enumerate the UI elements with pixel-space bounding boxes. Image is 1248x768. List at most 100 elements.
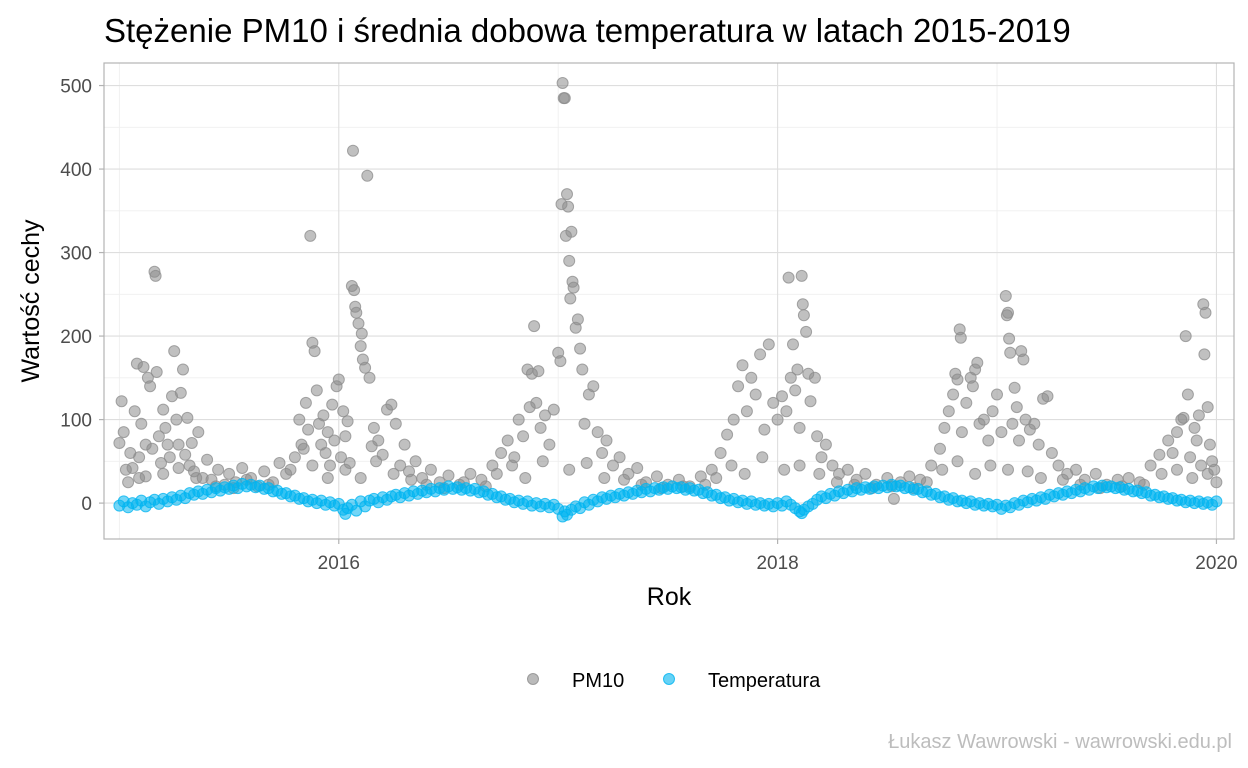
point-pm10 <box>1199 306 1212 319</box>
point-pm10 <box>587 380 600 393</box>
point-pm10 <box>977 413 990 426</box>
point-pm10 <box>547 403 560 416</box>
point-pm10 <box>302 423 315 436</box>
point-pm10 <box>163 451 176 464</box>
point-pm10 <box>133 451 146 464</box>
point-pm10 <box>999 290 1012 302</box>
point-pm10 <box>168 345 181 358</box>
point-pm10 <box>284 463 297 476</box>
point-pm10 <box>841 463 854 476</box>
point-pm10 <box>721 428 734 441</box>
point-pm10 <box>288 451 301 464</box>
plot-panel <box>103 62 1235 540</box>
point-pm10 <box>561 188 573 201</box>
point-pm10 <box>1013 434 1025 447</box>
x-axis-title: Rok <box>647 583 692 611</box>
point-pm10 <box>1192 409 1205 422</box>
point-pm10 <box>954 331 967 344</box>
point-pm10 <box>556 77 569 89</box>
point-pm10 <box>591 426 604 439</box>
point-pm10 <box>150 366 163 378</box>
point-pm10 <box>563 463 576 476</box>
point-pm10 <box>903 470 916 483</box>
point-pm10 <box>745 371 758 384</box>
x-tick-label: 2020 <box>1195 553 1237 574</box>
point-pm10 <box>1195 459 1208 472</box>
point-pm10 <box>1155 467 1168 480</box>
point-pm10 <box>236 462 249 474</box>
point-pm10 <box>564 292 577 305</box>
y-tick-label: 0 <box>81 494 92 515</box>
point-pm10 <box>631 462 644 474</box>
point-pm10 <box>797 309 810 322</box>
point-pm10 <box>319 447 332 459</box>
point-pm10 <box>442 469 455 482</box>
point-pm10 <box>598 472 611 484</box>
point-pm10 <box>139 438 152 451</box>
point-temperatura <box>1210 495 1223 508</box>
point-pm10 <box>543 438 556 451</box>
x-tick-label: 2016 <box>318 553 360 574</box>
point-pm10 <box>966 380 979 393</box>
point-pm10 <box>1002 306 1014 319</box>
point-pm10 <box>955 426 968 439</box>
point-pm10 <box>293 413 306 426</box>
point-pm10 <box>780 405 793 418</box>
point-pm10 <box>367 421 380 434</box>
point-pm10 <box>144 380 157 393</box>
point-pm10 <box>170 413 183 426</box>
point-pm10 <box>530 396 543 409</box>
point-pm10 <box>1021 465 1034 478</box>
point-pm10 <box>534 421 547 434</box>
point-pm10 <box>324 459 336 472</box>
point-pm10 <box>389 417 402 430</box>
point-pm10 <box>490 467 503 480</box>
point-pm10 <box>115 395 128 408</box>
point-pm10 <box>495 447 508 459</box>
point-pm10 <box>749 388 762 401</box>
point-pm10 <box>758 423 771 436</box>
point-pm10 <box>119 463 132 476</box>
point-pm10 <box>528 320 541 333</box>
point-pm10 <box>174 386 187 399</box>
y-axis-title: Wartość cechy <box>17 219 45 383</box>
point-pm10 <box>986 405 999 418</box>
point-pm10 <box>951 455 964 468</box>
point-pm10 <box>778 463 791 476</box>
point-pm10 <box>1188 421 1201 434</box>
point-pm10 <box>756 451 769 464</box>
point-pm10 <box>335 451 347 464</box>
point-pm10 <box>754 348 767 361</box>
point-pm10 <box>394 459 407 472</box>
point-pm10 <box>212 463 225 476</box>
point-pm10 <box>519 472 532 484</box>
point-pm10 <box>185 437 198 449</box>
point-pm10 <box>600 434 613 447</box>
point-pm10 <box>607 459 619 472</box>
point-pm10 <box>536 455 549 468</box>
point-pm10 <box>1186 472 1199 484</box>
point-pm10 <box>793 459 806 472</box>
point-pm10 <box>618 473 630 486</box>
point-pm10 <box>1177 411 1190 424</box>
point-pm10 <box>936 463 949 476</box>
point-pm10 <box>1008 381 1021 394</box>
point-pm10 <box>133 472 146 484</box>
point-pm10 <box>1052 459 1065 472</box>
y-tick-label: 200 <box>60 327 92 348</box>
point-pm10 <box>1171 463 1183 476</box>
point-pm10 <box>532 365 545 378</box>
point-pm10 <box>1070 463 1082 476</box>
point-pm10 <box>1201 467 1214 480</box>
point-pm10 <box>796 298 809 311</box>
point-pm10 <box>398 438 411 451</box>
point-pm10 <box>984 459 997 472</box>
point-pm10 <box>960 396 973 409</box>
point-pm10 <box>738 467 751 480</box>
point-pm10 <box>273 457 286 469</box>
point-pm10 <box>934 442 946 455</box>
point-pm10 <box>372 434 385 447</box>
legend-label-pm10: PM10 <box>572 670 624 692</box>
point-pm10 <box>117 426 130 439</box>
